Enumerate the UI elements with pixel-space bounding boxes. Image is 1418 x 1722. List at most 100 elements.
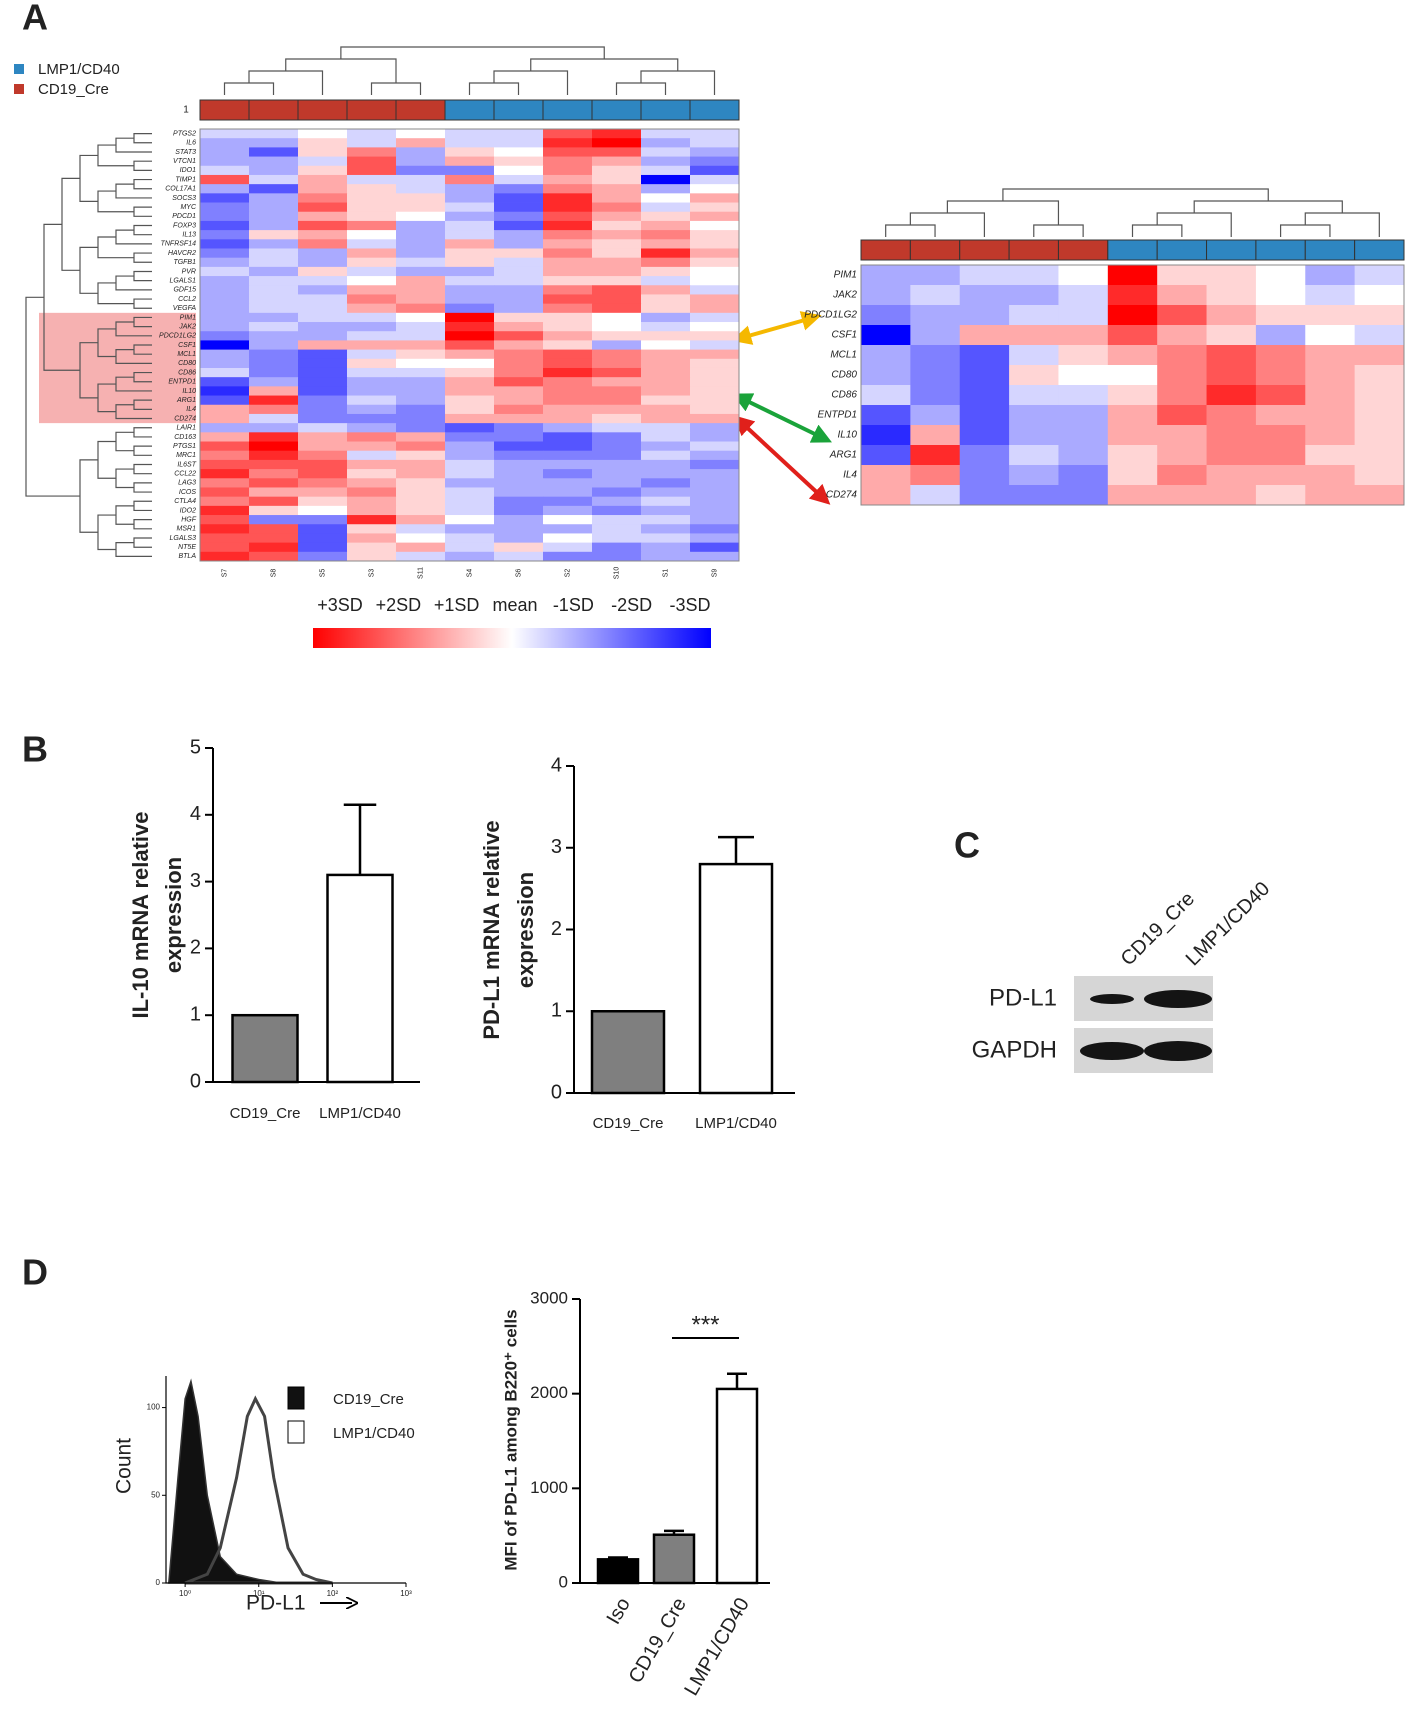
heatmap-cell [543, 165, 593, 176]
group-cell [346, 99, 397, 121]
heatmap-cell [298, 248, 348, 259]
heatmap-cell [347, 386, 397, 396]
heatmap-cell [396, 469, 446, 479]
heatmap-cell [298, 239, 348, 249]
heatmap-cell [249, 230, 299, 240]
heatmap-cell [396, 276, 446, 286]
heatmap-cell [200, 156, 250, 167]
y-tick-label: 2 [190, 937, 201, 959]
heatmap-cell [347, 505, 397, 516]
heatmap-cell [959, 405, 1010, 426]
heatmap-cell [690, 220, 740, 231]
heatmap-cell [396, 515, 446, 525]
dendrogram-branch [133, 178, 152, 190]
heatmap-cell [1206, 485, 1257, 506]
dendrogram-branch [133, 445, 152, 456]
column-label: S2 [564, 569, 571, 578]
heatmap-cell [1009, 385, 1059, 406]
heatmap-cell [690, 505, 740, 516]
heatmap-cell [592, 322, 642, 332]
heatmap-cell [347, 340, 397, 350]
heatmap-cell [249, 294, 299, 305]
heatmap-cell [200, 340, 250, 350]
x-tick-label: CD19_Cre [593, 1115, 664, 1132]
heatmap-cell [494, 285, 544, 295]
heatmap-cell [347, 285, 397, 295]
heatmap-cell [347, 248, 397, 259]
column-label: S4 [466, 569, 473, 578]
heatmap-cell [592, 248, 642, 259]
heatmap-cell [396, 524, 446, 534]
heatmap-cell [396, 202, 446, 213]
heatmap-cell [396, 404, 446, 415]
heatmap-cell [1107, 445, 1158, 466]
heatmap-cell [396, 367, 446, 378]
row-label: MCL1 [830, 350, 857, 361]
heatmap-cell [543, 266, 593, 277]
heatmap-cell [910, 365, 961, 386]
heatmap-cell [347, 322, 397, 332]
heatmap-cell [690, 340, 740, 350]
heatmap-cell [298, 515, 348, 525]
legend-label: LMP1/CD40 [333, 1425, 415, 1442]
heatmap-cell [200, 367, 250, 378]
heatmap-cell [1354, 285, 1405, 306]
heatmap-cell [1058, 485, 1109, 506]
heatmap-cell [396, 432, 446, 442]
heatmap-cell [494, 404, 544, 415]
row-label: MYC [180, 204, 197, 211]
heatmap-cell [1206, 285, 1257, 306]
heatmap-cell [1255, 485, 1306, 506]
heatmap-cell [249, 220, 299, 231]
row-label: PTGS2 [173, 130, 196, 137]
heatmap-cell [690, 487, 740, 498]
heatmap-cell [1354, 325, 1405, 346]
heatmap-cell [249, 423, 299, 433]
heatmap-cell [347, 276, 397, 286]
heatmap-cell [592, 423, 642, 433]
row-label: CD274 [826, 490, 858, 501]
heatmap-cell [690, 239, 740, 249]
heatmap-cell [1354, 305, 1405, 326]
heatmap-cell [1107, 305, 1158, 326]
heatmap-cell [592, 147, 642, 157]
heatmap-cell [641, 367, 691, 378]
heatmap-cell [592, 174, 642, 185]
row-label: IL10 [182, 388, 196, 395]
row-label: MCL1 [177, 351, 196, 358]
colorbar-tick-label: -2SD [611, 595, 652, 615]
heatmap-cell [910, 265, 961, 286]
heatmap-cell [298, 367, 348, 378]
x-tick-label: CD19_Cre [625, 1594, 691, 1687]
heatmap-cell [494, 377, 544, 387]
group-cell [493, 99, 544, 121]
heatmap-cell [543, 257, 593, 268]
heatmap-cell [543, 220, 593, 231]
heatmap-cell [690, 413, 740, 424]
heatmap-cell [298, 349, 348, 360]
heatmap-cell [1255, 385, 1306, 406]
row-label: BTLA [178, 553, 196, 560]
y-tick-label: 4 [551, 754, 562, 776]
heatmap-cell [1206, 265, 1257, 286]
heatmap-cell [347, 469, 397, 479]
heatmap-cell [1107, 385, 1158, 406]
heatmap-cell [543, 129, 593, 139]
panel-label: C [954, 825, 980, 866]
heatmap-cell [445, 239, 495, 249]
dendrogram-branch [1131, 224, 1183, 237]
heatmap-cell [910, 305, 961, 326]
column-label: S11 [417, 567, 424, 579]
heatmap-cell [200, 487, 250, 498]
heatmap-cell [959, 485, 1010, 506]
heatmap-cell [445, 184, 495, 194]
heatmap-cell [396, 386, 446, 396]
heatmap-cell [543, 174, 593, 185]
dendrogram-branch [61, 177, 80, 271]
heatmap-cell [1305, 465, 1356, 486]
group-cell [1057, 239, 1109, 261]
heatmap-cell [249, 138, 299, 148]
heatmap-cell [1255, 325, 1306, 346]
heatmap-cell [592, 515, 642, 525]
heatmap-cell [298, 211, 348, 222]
